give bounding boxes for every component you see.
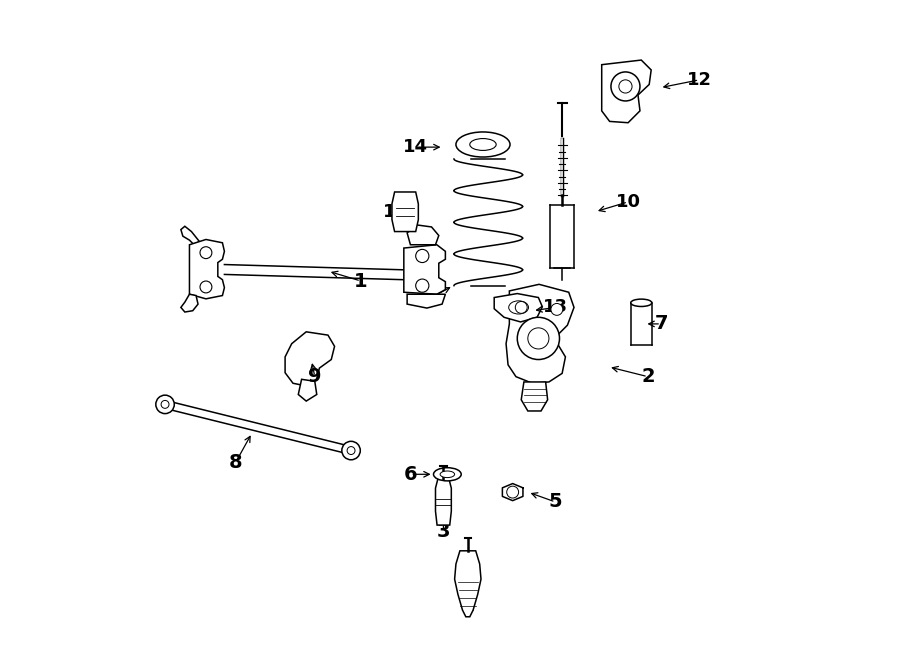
Ellipse shape (440, 471, 454, 478)
Polygon shape (407, 294, 446, 308)
Circle shape (551, 303, 562, 315)
Text: 12: 12 (687, 71, 712, 89)
Text: 15: 15 (383, 203, 409, 221)
Circle shape (611, 72, 640, 101)
Ellipse shape (470, 139, 496, 151)
Text: 2: 2 (641, 367, 654, 386)
Polygon shape (181, 226, 199, 245)
Polygon shape (550, 205, 574, 268)
Text: 11: 11 (417, 290, 441, 308)
Text: 8: 8 (229, 453, 242, 472)
Polygon shape (502, 484, 523, 500)
Polygon shape (392, 192, 418, 231)
Circle shape (619, 80, 632, 93)
Text: 10: 10 (616, 193, 641, 211)
Polygon shape (494, 293, 543, 322)
Circle shape (342, 442, 360, 460)
Polygon shape (285, 332, 335, 386)
Polygon shape (404, 245, 446, 294)
Text: 9: 9 (308, 367, 321, 386)
Circle shape (507, 486, 518, 498)
Circle shape (347, 447, 355, 455)
Polygon shape (454, 551, 481, 617)
Polygon shape (506, 284, 574, 383)
Polygon shape (407, 225, 439, 245)
Text: 13: 13 (543, 298, 568, 317)
Circle shape (156, 395, 175, 414)
Text: 1: 1 (354, 272, 368, 291)
Polygon shape (631, 303, 652, 345)
Circle shape (516, 301, 527, 313)
Text: 4: 4 (460, 598, 473, 617)
Polygon shape (298, 379, 317, 401)
Polygon shape (602, 60, 652, 123)
Polygon shape (181, 294, 198, 312)
Circle shape (416, 249, 429, 262)
Text: 6: 6 (403, 465, 418, 484)
Ellipse shape (434, 468, 461, 481)
Ellipse shape (508, 301, 528, 314)
Polygon shape (190, 239, 224, 299)
Polygon shape (436, 479, 451, 525)
Text: 14: 14 (403, 138, 428, 156)
Circle shape (518, 317, 560, 360)
Polygon shape (224, 264, 404, 280)
Polygon shape (521, 382, 547, 411)
Text: 7: 7 (654, 315, 668, 333)
Text: 3: 3 (436, 522, 450, 541)
Text: 5: 5 (549, 492, 562, 512)
Ellipse shape (456, 132, 510, 157)
Circle shape (161, 401, 169, 408)
Circle shape (527, 328, 549, 349)
Ellipse shape (631, 299, 652, 307)
Circle shape (200, 247, 212, 258)
Circle shape (416, 279, 429, 292)
Circle shape (200, 281, 212, 293)
Polygon shape (164, 401, 352, 454)
